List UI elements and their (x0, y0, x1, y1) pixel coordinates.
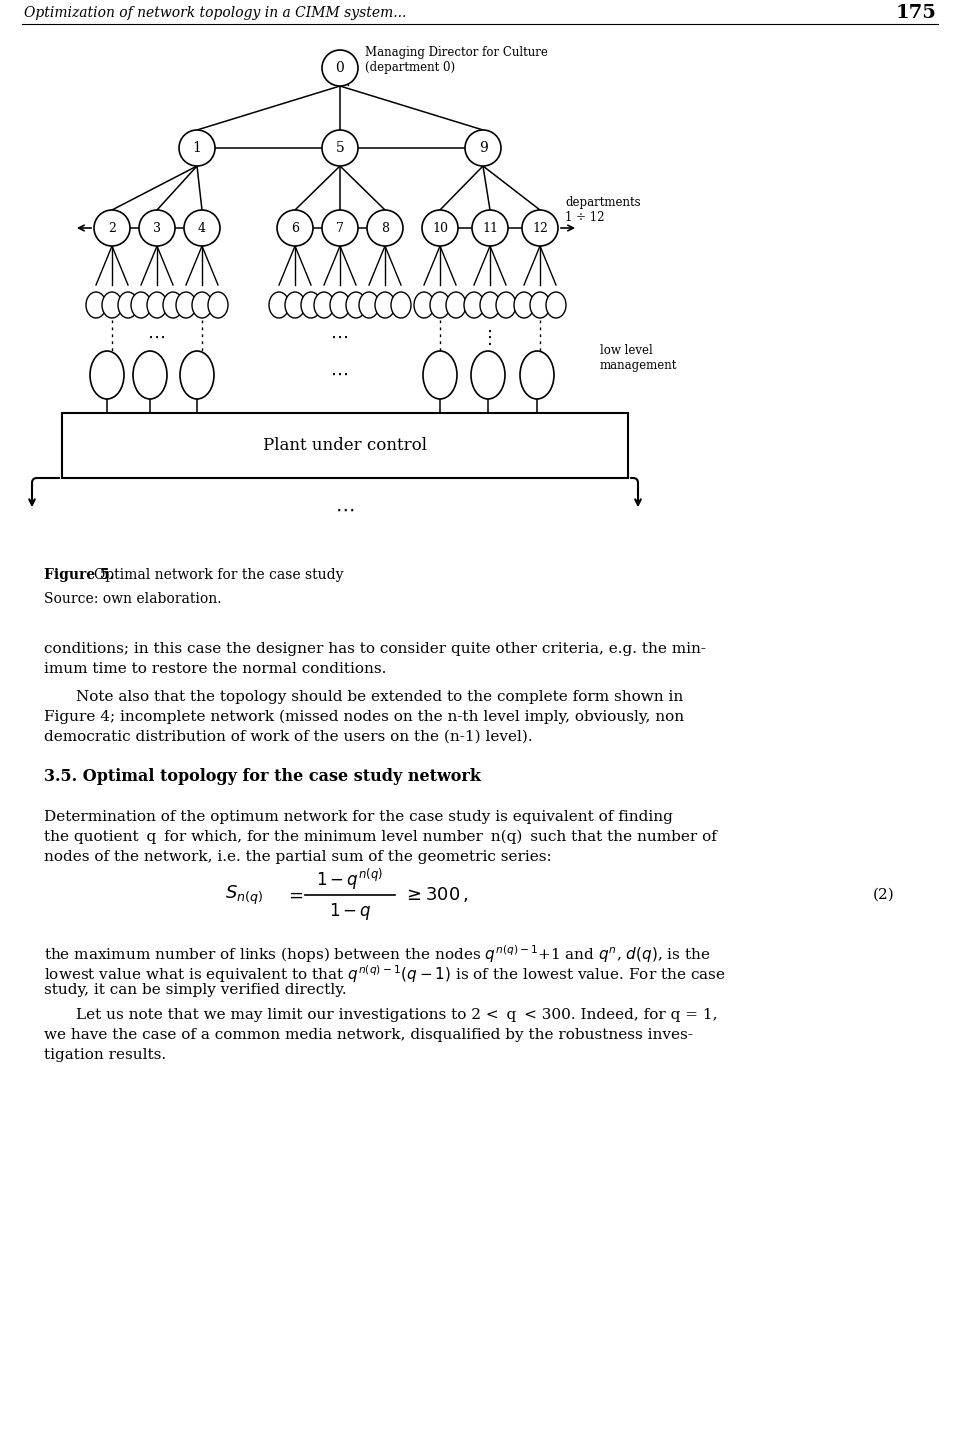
Text: 11: 11 (482, 221, 498, 234)
Text: Let us note that we may limit our investigations to 2 <  q  < 300. Indeed, for q: Let us note that we may limit our invest… (76, 1009, 717, 1022)
Text: ⋯: ⋯ (331, 366, 349, 384)
Text: 175: 175 (895, 4, 936, 22)
Text: 8: 8 (381, 221, 389, 234)
Text: the quotient  q  for which, for the minimum level number  n(q)  such that the nu: the quotient q for which, for the minimu… (44, 829, 717, 844)
Text: tigation results.: tigation results. (44, 1048, 166, 1062)
Ellipse shape (359, 292, 379, 318)
Ellipse shape (118, 292, 138, 318)
Text: Determination of the optimum network for the case study is equivalent of finding: Determination of the optimum network for… (44, 811, 673, 824)
Text: Optimization of network topology in a CIMM system...: Optimization of network topology in a CI… (24, 6, 406, 20)
Text: 0: 0 (336, 61, 345, 75)
Text: ⋯: ⋯ (335, 500, 355, 520)
Text: $1-q$: $1-q$ (328, 900, 372, 922)
Text: Plant under control: Plant under control (263, 436, 427, 454)
Text: nodes of the network, i.e. the partial sum of the geometric series:: nodes of the network, i.e. the partial s… (44, 850, 552, 864)
Ellipse shape (530, 292, 550, 318)
Ellipse shape (131, 292, 151, 318)
Ellipse shape (269, 292, 289, 318)
Text: $S_{n(q)}$: $S_{n(q)}$ (225, 883, 263, 906)
Ellipse shape (514, 292, 534, 318)
Ellipse shape (314, 292, 334, 318)
Text: 1: 1 (193, 142, 202, 155)
Circle shape (472, 210, 508, 246)
Ellipse shape (102, 292, 122, 318)
Text: 2: 2 (108, 221, 116, 234)
Ellipse shape (391, 292, 411, 318)
Text: 7: 7 (336, 221, 344, 234)
Ellipse shape (430, 292, 450, 318)
Ellipse shape (546, 292, 566, 318)
Text: low level
management: low level management (600, 344, 678, 371)
Ellipse shape (464, 292, 484, 318)
Text: Optimal network for the case study: Optimal network for the case study (94, 568, 344, 582)
Text: $=$: $=$ (285, 886, 303, 905)
Text: 6: 6 (291, 221, 299, 234)
Ellipse shape (480, 292, 500, 318)
Text: (2): (2) (874, 889, 895, 902)
Text: ⋯: ⋯ (331, 329, 349, 347)
Circle shape (367, 210, 403, 246)
Ellipse shape (496, 292, 516, 318)
Text: lowest value what is equivalent to that $q^{n(q)-1}(q-1)$ is of the lowest value: lowest value what is equivalent to that … (44, 962, 726, 984)
Ellipse shape (346, 292, 366, 318)
Text: 4: 4 (198, 221, 206, 234)
Ellipse shape (446, 292, 466, 318)
Ellipse shape (192, 292, 212, 318)
Text: 3: 3 (153, 221, 161, 234)
Circle shape (184, 210, 220, 246)
Text: we have the case of a common media network, disqualified by the robustness inves: we have the case of a common media netwo… (44, 1027, 693, 1042)
Text: Source: own elaboration.: Source: own elaboration. (44, 592, 222, 605)
Text: 12: 12 (532, 221, 548, 234)
Text: ⋯: ⋯ (148, 329, 166, 347)
Circle shape (322, 130, 358, 166)
Ellipse shape (301, 292, 321, 318)
Text: 3.5. Optimal topology for the case study network: 3.5. Optimal topology for the case study… (44, 767, 481, 785)
Ellipse shape (330, 292, 350, 318)
Text: Figure 5.: Figure 5. (44, 568, 114, 582)
Text: 5: 5 (336, 142, 345, 155)
Ellipse shape (86, 292, 106, 318)
Circle shape (422, 210, 458, 246)
Text: conditions; in this case the designer has to consider quite other criteria, e.g.: conditions; in this case the designer ha… (44, 642, 706, 656)
Text: Figure 4; incomplete network (missed nodes on the n-th level imply, obviously, n: Figure 4; incomplete network (missed nod… (44, 709, 684, 724)
Text: 9: 9 (479, 142, 488, 155)
Text: imum time to restore the normal conditions.: imum time to restore the normal conditio… (44, 662, 386, 676)
Circle shape (277, 210, 313, 246)
Ellipse shape (147, 292, 167, 318)
Circle shape (94, 210, 130, 246)
Text: departments
1 ÷ 12: departments 1 ÷ 12 (565, 197, 640, 224)
Text: the maximum number of links (hops) between the nodes $q^{n(q)-1}$+1 and $q^n$, $: the maximum number of links (hops) betwe… (44, 944, 710, 965)
Text: Managing Director for Culture
(department 0): Managing Director for Culture (departmen… (365, 46, 548, 74)
Ellipse shape (208, 292, 228, 318)
Text: $1-q^{n(q)}$: $1-q^{n(q)}$ (317, 867, 384, 892)
Text: study, it can be simply verified directly.: study, it can be simply verified directl… (44, 983, 347, 997)
Ellipse shape (471, 351, 505, 399)
Ellipse shape (423, 351, 457, 399)
Ellipse shape (285, 292, 305, 318)
Text: democratic distribution of work of the users on the (n-1) level).: democratic distribution of work of the u… (44, 730, 533, 744)
Ellipse shape (414, 292, 434, 318)
Ellipse shape (180, 351, 214, 399)
Text: ⋮: ⋮ (481, 329, 499, 347)
Circle shape (522, 210, 558, 246)
Circle shape (139, 210, 175, 246)
Bar (62, 413, 628, 478)
Text: $\geq 300\,,$: $\geq 300\,,$ (403, 886, 468, 905)
Circle shape (322, 210, 358, 246)
Circle shape (322, 51, 358, 87)
Text: Note also that the topology should be extended to the complete form shown in: Note also that the topology should be ex… (76, 691, 684, 704)
Circle shape (179, 130, 215, 166)
Ellipse shape (176, 292, 196, 318)
Ellipse shape (133, 351, 167, 399)
Ellipse shape (375, 292, 395, 318)
Circle shape (465, 130, 501, 166)
Ellipse shape (163, 292, 183, 318)
Text: 10: 10 (432, 221, 448, 234)
Ellipse shape (520, 351, 554, 399)
Ellipse shape (90, 351, 124, 399)
